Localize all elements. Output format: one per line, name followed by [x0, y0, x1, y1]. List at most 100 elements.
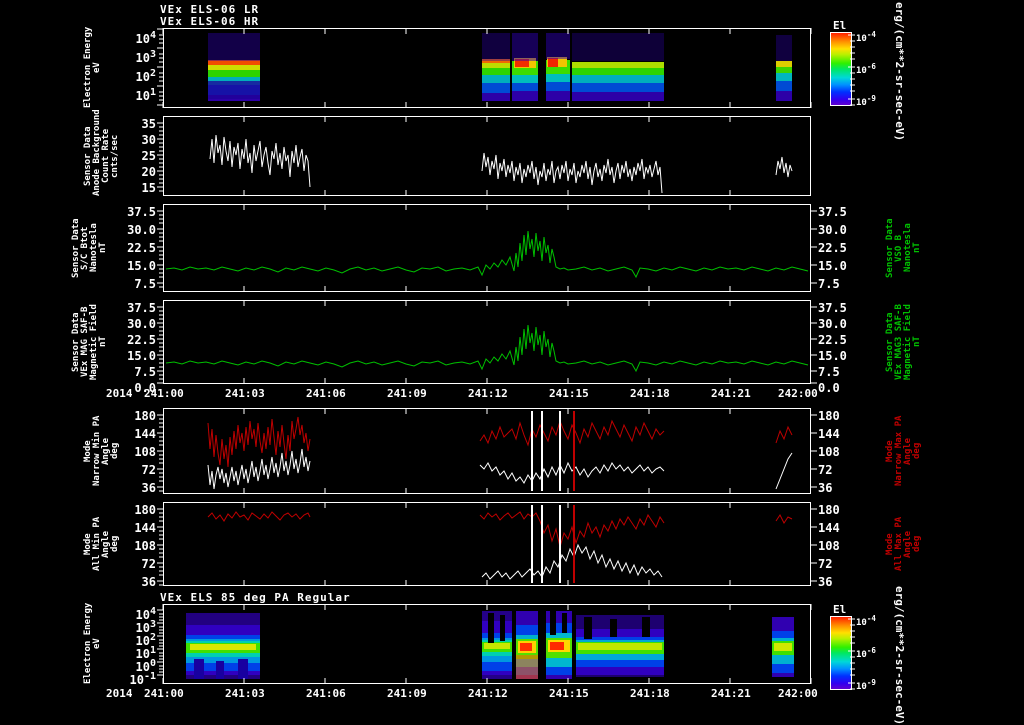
ytick-p6: 108 — [134, 539, 156, 553]
ytick-p4-right: 22.5 — [818, 333, 847, 347]
ytick-p4: 7.5 — [134, 365, 156, 379]
colorbar-tick-top: 10-9 — [856, 94, 876, 108]
ytick-p3-right: 30.0 — [818, 223, 847, 237]
ytick-p7: 101 — [135, 645, 156, 661]
ytick-p7: 10-1 — [129, 671, 157, 687]
ytick-p6: 72 — [141, 557, 156, 571]
ytick-p5-right: 72 — [818, 463, 833, 477]
ytick-p7: 103 — [135, 619, 156, 635]
xtick-middle: 242:00 — [778, 387, 818, 400]
xtick-middle: 241:15 — [549, 387, 589, 400]
ytick-p6-right: 180 — [818, 503, 840, 517]
ytick-p3: 37.5 — [127, 205, 156, 219]
xtick-middle: 241:12 — [468, 387, 508, 400]
panel-els-85deg-spectrogram[interactable] — [163, 604, 811, 684]
line-vex-mag-saf-b — [165, 324, 809, 373]
colorbar-bottom — [830, 616, 852, 690]
ytick-p4: 0.0 — [134, 381, 156, 395]
colorbar-bottom-ticks — [848, 618, 855, 690]
xtick-bottom: 241:15 — [549, 687, 589, 700]
panel-narrow-min-pa[interactable] — [163, 408, 811, 494]
ytick-p3: 7.5 — [134, 277, 156, 291]
colorbar-title-bottom: El — [833, 603, 847, 616]
spectrogram-els85deg — [164, 605, 810, 683]
ytick-p6-right: 144 — [818, 521, 840, 535]
ytick-p1: 102 — [135, 68, 156, 84]
line-narrow-min-pa — [207, 411, 793, 491]
panel-all-min-pa[interactable] — [163, 502, 811, 586]
xtick-middle: 241:18 — [630, 387, 670, 400]
ytick-p2: 35 — [141, 117, 156, 131]
colorbar-title-top: El — [833, 19, 847, 32]
ytick-p4: 30.0 — [127, 317, 156, 331]
ytick-p2: 15 — [141, 181, 156, 195]
ytick-p5: 36 — [141, 481, 156, 495]
panel-anode-background[interactable] — [163, 116, 811, 196]
ytick-p4-right: 7.5 — [818, 365, 840, 379]
line-anode-background — [209, 134, 793, 194]
ytick-p7: 104 — [135, 606, 156, 622]
panel-right-label-vex-mag3: Sensor Data VEx MAG3 SAF-B Magnetic Fiel… — [885, 304, 922, 380]
panel-right-label-all-max-pa: Mode All Max PA Angle deg — [885, 516, 922, 572]
ytick-p5: 180 — [134, 409, 156, 423]
ytick-p4: 15.0 — [127, 349, 156, 363]
xtick-middle: 241:21 — [711, 387, 751, 400]
colorbar-tick-bottom: 10-6 — [856, 646, 876, 660]
line-sc-btot — [165, 230, 809, 279]
ytick-p5-right: 108 — [818, 445, 840, 459]
xtick-bottom: 241:00 — [144, 687, 184, 700]
ytick-p5: 108 — [134, 445, 156, 459]
ytick-p6-right: 108 — [818, 539, 840, 553]
ytick-p1: 104 — [135, 30, 156, 46]
title-els-85deg: VEx ELS 85 deg PA Regular — [160, 591, 351, 604]
ytick-p3-right: 22.5 — [818, 241, 847, 255]
ytick-p3-right: 37.5 — [818, 205, 847, 219]
ytick-p2: 30 — [141, 133, 156, 147]
ytick-p3-right: 15.0 — [818, 259, 847, 273]
ytick-p2: 25 — [141, 149, 156, 163]
xtick-middle: 241:00 — [144, 387, 184, 400]
xtick-bottom: 241:06 — [306, 687, 346, 700]
panel-els-06-spectrogram[interactable] — [163, 28, 811, 108]
ytick-p4-right: 0.0 — [818, 381, 840, 395]
xaxis-year-middle: 2014 — [106, 387, 133, 400]
ytick-p2: 20 — [141, 165, 156, 179]
line-all-min-pa — [207, 505, 793, 583]
ytick-p5: 144 — [134, 427, 156, 441]
ytick-p4-right: 15.0 — [818, 349, 847, 363]
colorbar-tick-bottom: 10-4 — [856, 614, 876, 628]
xtick-bottom: 241:12 — [468, 687, 508, 700]
spectrogram-els06 — [164, 29, 810, 107]
ytick-p6: 180 — [134, 503, 156, 517]
ytick-p5: 72 — [141, 463, 156, 477]
xtick-bottom: 242:00 — [778, 687, 818, 700]
ytick-p6-right: 36 — [818, 575, 833, 589]
xtick-bottom: 241:18 — [630, 687, 670, 700]
colorbar-top — [830, 32, 852, 106]
xtick-bottom: 241:21 — [711, 687, 751, 700]
colorbar-tick-bottom: 10-9 — [856, 678, 876, 692]
ytick-p1: 103 — [135, 49, 156, 65]
xtick-middle: 241:03 — [225, 387, 265, 400]
colorbar-tick-top: 10-4 — [856, 30, 876, 44]
panel-vex-mag-saf-b[interactable] — [163, 300, 811, 384]
title-els06-hr: VEx ELS-06 HR — [160, 15, 260, 28]
ytick-p4: 22.5 — [127, 333, 156, 347]
ytick-p1: 101 — [135, 87, 156, 103]
colorbar-tick-top: 10-6 — [856, 62, 876, 76]
ytick-p5-right: 144 — [818, 427, 840, 441]
ytick-p4-right: 30.0 — [818, 317, 847, 331]
colorbar-top-ticks — [848, 34, 855, 106]
panel-sc-btot[interactable] — [163, 204, 811, 292]
ytick-p6: 36 — [141, 575, 156, 589]
ytick-p5-right: 180 — [818, 409, 840, 423]
ytick-p3: 30.0 — [127, 223, 156, 237]
ytick-p4: 37.5 — [127, 301, 156, 315]
ytick-p6: 144 — [134, 521, 156, 535]
panel-right-label-narrow-max-pa: Mode Narrow Max PA Angle deg — [885, 415, 922, 487]
panel-label-electron-energy-top: Electron Energy eV — [83, 26, 102, 108]
ytick-p6-right: 72 — [818, 557, 833, 571]
ytick-p3-right: 7.5 — [818, 277, 840, 291]
panel-right-label-vso-b: Sensor Data VSO B Nanotesla nT — [885, 218, 922, 278]
xtick-bottom: 241:03 — [225, 687, 265, 700]
